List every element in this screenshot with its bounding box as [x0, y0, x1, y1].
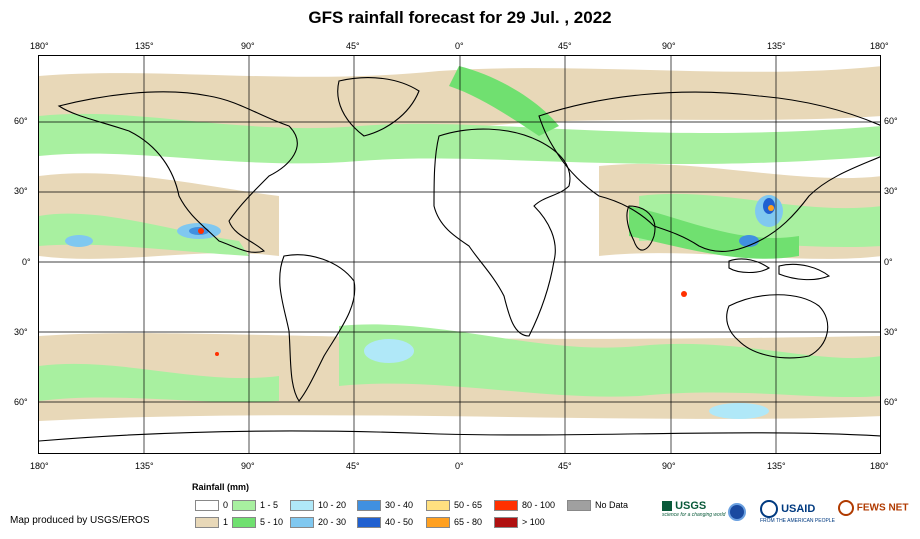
lon-tick: 180°: [30, 41, 49, 51]
rainfall-map[interactable]: [38, 55, 881, 454]
legend-item: 10 - 20: [290, 500, 346, 511]
noaa-icon: [728, 503, 746, 521]
legend-swatch: [494, 517, 518, 528]
lon-tick: 180°: [870, 461, 889, 471]
legend-item: 0: [195, 500, 228, 511]
lon-tick: 45°: [346, 41, 360, 51]
lon-tick: 45°: [346, 461, 360, 471]
lat-tick: 60°: [14, 397, 28, 407]
map-title: GFS rainfall forecast for 29 Jul. , 2022: [308, 8, 612, 27]
legend-item: 5 - 10: [232, 517, 283, 528]
graticule: [39, 56, 880, 453]
lon-tick: 45°: [558, 461, 572, 471]
legend-item: 65 - 80: [426, 517, 482, 528]
legend-swatch: [290, 517, 314, 528]
lat-tick: 30°: [14, 327, 28, 337]
legend-swatch: [195, 500, 219, 511]
noaa-logo[interactable]: [728, 503, 746, 524]
legend-item: 40 - 50: [357, 517, 413, 528]
coastlines: [39, 77, 880, 442]
usaid-seal-icon: [760, 500, 778, 518]
usaid-tagline: FROM THE AMERICAN PEOPLE: [760, 518, 835, 524]
lat-tick: 60°: [884, 397, 898, 407]
lat-tick: 0°: [22, 257, 31, 267]
lat-tick: 30°: [884, 186, 898, 196]
legend-swatch: [567, 500, 591, 511]
legend-swatch: [494, 500, 518, 511]
legend-item: 20 - 30: [290, 517, 346, 528]
lat-tick: 30°: [14, 186, 28, 196]
lon-tick: 180°: [30, 461, 49, 471]
legend-item: 1: [195, 517, 228, 528]
legend-item: > 100: [494, 517, 545, 528]
usgs-icon: [662, 501, 672, 512]
map-canvas: [39, 56, 880, 453]
usaid-logo[interactable]: USAID FROM THE AMERICAN PEOPLE: [760, 500, 835, 524]
lon-tick: 45°: [558, 41, 572, 51]
legend-swatch: [290, 500, 314, 511]
legend-swatch: [357, 517, 381, 528]
lon-tick: 90°: [241, 41, 255, 51]
legend-item: 80 - 100: [494, 500, 555, 511]
fewsnet-icon: [838, 500, 854, 516]
legend-title: Rainfall (mm): [192, 482, 250, 492]
lat-tick: 0°: [884, 257, 893, 267]
legend-swatch: [232, 517, 256, 528]
lon-tick: 90°: [241, 461, 255, 471]
lon-tick: 90°: [662, 461, 676, 471]
usgs-tagline: science for a changing world: [662, 512, 726, 518]
lon-tick: 135°: [767, 41, 786, 51]
lon-tick: 90°: [662, 41, 676, 51]
lon-tick: 135°: [135, 41, 154, 51]
lon-tick: 135°: [767, 461, 786, 471]
usgs-logo[interactable]: USGS science for a changing world: [662, 500, 726, 518]
credit-text: Map produced by USGS/EROS: [10, 515, 150, 526]
lat-tick: 60°: [884, 116, 898, 126]
legend-swatch: [195, 517, 219, 528]
legend-item: 30 - 40: [357, 500, 413, 511]
fewsnet-logo[interactable]: FEWS NET: [838, 500, 908, 516]
legend-swatch: [357, 500, 381, 511]
lon-tick: 0°: [455, 461, 464, 471]
legend-swatch: [426, 500, 450, 511]
legend-swatch: [426, 517, 450, 528]
legend-item: 50 - 65: [426, 500, 482, 511]
lon-tick: 0°: [455, 41, 464, 51]
legend-item: 1 - 5: [232, 500, 278, 511]
lat-tick: 60°: [14, 116, 28, 126]
lon-tick: 135°: [135, 461, 154, 471]
lat-tick: 30°: [884, 327, 898, 337]
legend-item: No Data: [567, 500, 628, 511]
legend-swatch: [232, 500, 256, 511]
lon-tick: 180°: [870, 41, 889, 51]
